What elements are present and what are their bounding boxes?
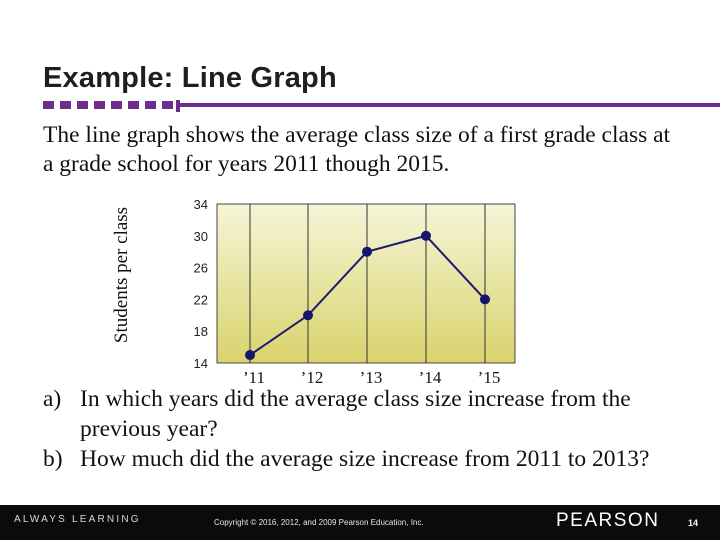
question-letter: b) [43,446,63,472]
y-tick-label: 34 [194,197,208,212]
data-point [303,310,313,321]
y-tick-label: 26 [194,261,208,276]
y-tick-labels: 14 18 22 26 30 34 [194,197,208,371]
x-tick-label: ’11 [243,368,265,387]
data-point [362,246,372,257]
x-tick-label: ’15 [478,368,501,387]
y-tick-label: 30 [194,229,208,244]
title-rule-dashes [43,101,176,109]
footer-brand-logo: PEARSON [556,510,660,531]
question-text: In which years did the average class siz… [80,386,631,442]
y-tick-label: 14 [194,356,208,371]
data-point [480,294,490,305]
data-point [245,350,255,361]
question-a: a) In which years did the average class … [43,384,683,444]
intro-text: The line graph shows the average class s… [43,122,671,177]
y-tick-label: 18 [194,324,208,339]
gridlines [249,204,486,363]
plot-area [216,203,516,364]
y-tick-label: 22 [194,292,208,307]
x-tick-labels: ’11 ’12 ’13 ’14 ’15 [243,368,500,387]
footer-bar: ALWAYS LEARNING Copyright © 2016, 2012, … [0,505,720,540]
x-tick-label: ’12 [301,368,324,387]
footer-copyright: Copyright © 2016, 2012, and 2009 Pearson… [214,518,424,527]
question-b: b) How much did the average size increas… [43,444,683,474]
question-letter: a) [43,386,62,412]
series-layer [245,230,490,361]
slide-title: Example: Line Graph [43,62,337,94]
data-point [421,230,431,241]
x-tick-label: ’13 [360,368,383,387]
x-tick-label: ’14 [419,368,442,387]
page-number: 14 [688,518,699,528]
footer-tagline: ALWAYS LEARNING [14,514,141,525]
question-list: a) In which years did the average class … [43,384,683,474]
question-text: How much did the average size increase f… [80,446,650,472]
title-rule-line [178,103,720,107]
